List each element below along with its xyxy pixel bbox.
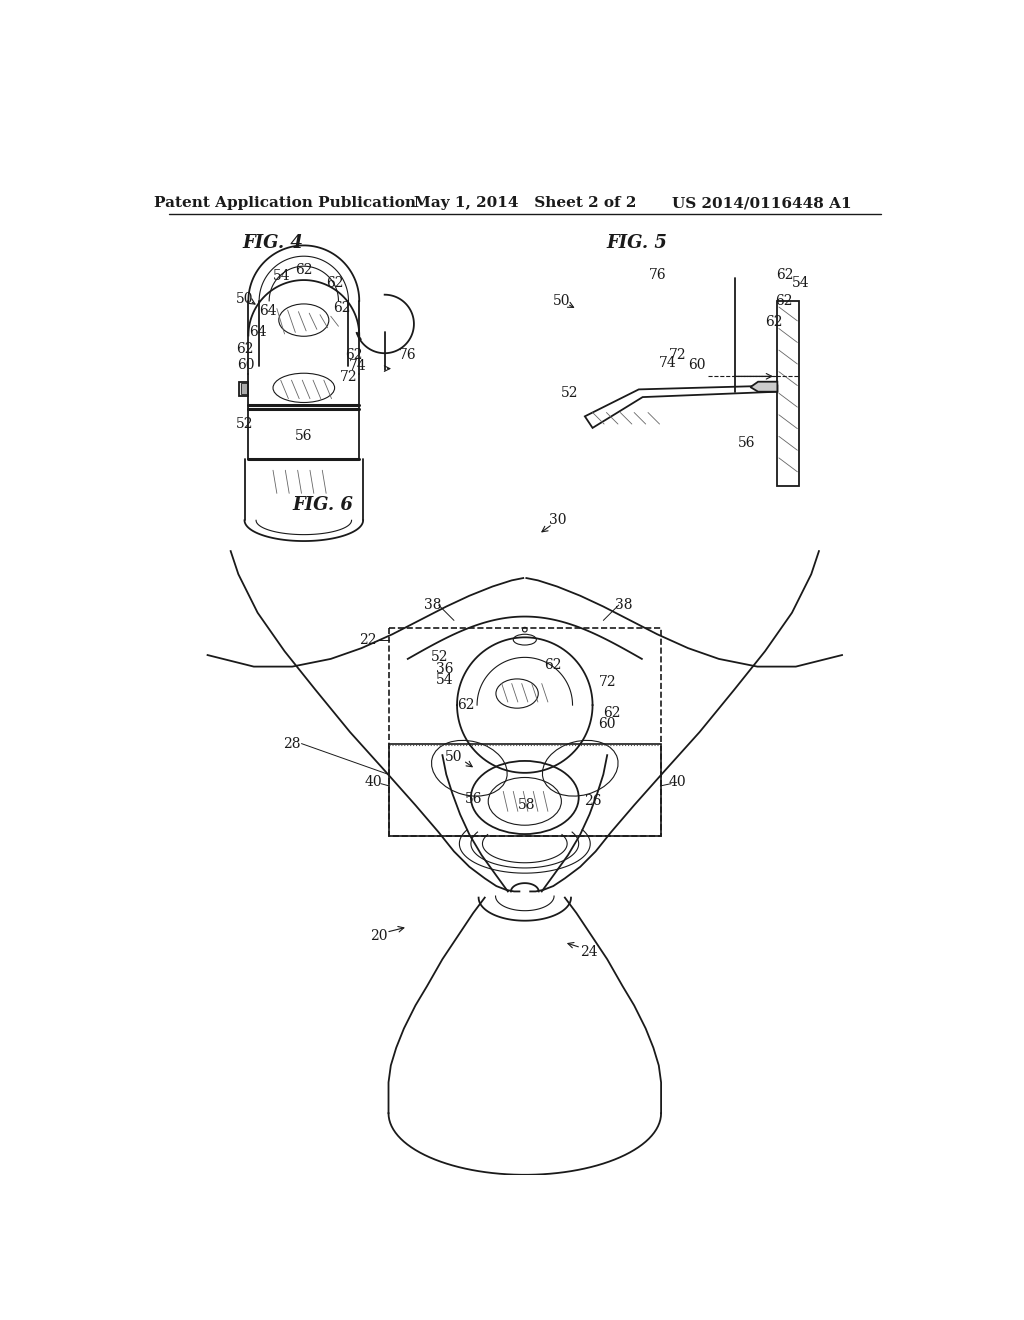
Text: 62: 62 — [334, 301, 351, 314]
Text: 62: 62 — [345, 347, 362, 362]
Text: 64: 64 — [250, 325, 267, 339]
Text: FIG. 5: FIG. 5 — [606, 234, 668, 252]
Text: FIG. 4: FIG. 4 — [243, 234, 303, 252]
Bar — [241, 383, 247, 393]
Text: 40: 40 — [365, 775, 382, 789]
Text: 50: 50 — [445, 751, 463, 764]
Text: 62: 62 — [236, 342, 253, 355]
Text: 54: 54 — [792, 276, 809, 290]
Text: 64: 64 — [259, 304, 276, 318]
Text: 62: 62 — [544, 659, 561, 672]
Text: 72: 72 — [340, 370, 357, 384]
Bar — [777, 301, 799, 486]
Text: May 1, 2014   Sheet 2 of 2: May 1, 2014 Sheet 2 of 2 — [414, 197, 636, 210]
Text: 38: 38 — [424, 598, 441, 612]
Text: 20: 20 — [370, 929, 387, 942]
Text: 62: 62 — [775, 294, 793, 308]
Bar — [240, 381, 249, 396]
Text: 28: 28 — [284, 737, 301, 751]
Text: 62: 62 — [766, 314, 783, 329]
Text: 60: 60 — [688, 358, 706, 372]
Text: 40: 40 — [669, 775, 686, 789]
Polygon shape — [751, 381, 777, 392]
Text: 36: 36 — [436, 661, 454, 676]
Text: 62: 62 — [603, 706, 621, 719]
Text: 50: 50 — [236, 292, 253, 306]
Text: 22: 22 — [359, 632, 377, 647]
Text: 24: 24 — [580, 945, 598, 958]
Text: US 2014/0116448 A1: US 2014/0116448 A1 — [672, 197, 852, 210]
Text: 52: 52 — [561, 387, 579, 400]
Bar — [388, 628, 662, 836]
Text: 56: 56 — [465, 792, 482, 807]
Text: 62: 62 — [295, 263, 312, 277]
Text: 26: 26 — [584, 795, 601, 808]
Text: 56: 56 — [295, 429, 312, 442]
Text: Patent Application Publication: Patent Application Publication — [154, 197, 416, 210]
Text: 60: 60 — [238, 358, 255, 372]
Text: 72: 72 — [669, 347, 686, 362]
Text: 62: 62 — [776, 268, 794, 282]
Text: 58: 58 — [518, 799, 536, 812]
Text: 54: 54 — [436, 673, 454, 688]
Text: 62: 62 — [457, 698, 474, 711]
Text: 30: 30 — [549, 513, 566, 527]
Text: 50: 50 — [553, 294, 570, 308]
Bar — [388, 743, 662, 836]
Text: 54: 54 — [272, 269, 290, 284]
Text: FIG. 6: FIG. 6 — [292, 496, 353, 513]
Text: 38: 38 — [614, 598, 632, 612]
Text: 76: 76 — [399, 347, 417, 362]
Text: 60: 60 — [598, 717, 615, 731]
Text: 74: 74 — [658, 356, 676, 370]
Text: 52: 52 — [431, 651, 449, 664]
Text: 76: 76 — [649, 268, 667, 282]
Text: 56: 56 — [738, 437, 756, 450]
Text: 72: 72 — [599, 675, 616, 689]
Text: 74: 74 — [349, 359, 367, 374]
Text: 62: 62 — [326, 276, 343, 290]
Text: 52: 52 — [236, 417, 253, 432]
